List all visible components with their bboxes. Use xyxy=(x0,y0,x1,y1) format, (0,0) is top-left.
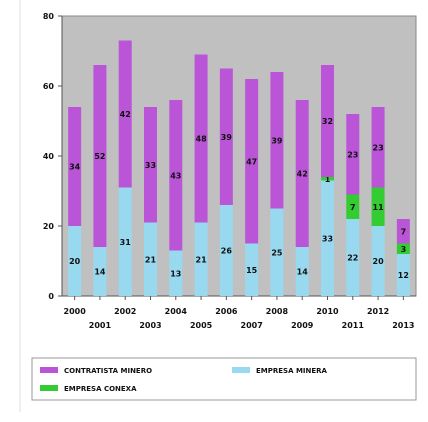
data-label: 34 xyxy=(69,163,81,172)
y-tick-label: 80 xyxy=(43,12,55,21)
bar-segment xyxy=(144,107,157,223)
data-label: 12 xyxy=(398,271,409,280)
bar-segment xyxy=(270,208,284,296)
data-label: 33 xyxy=(145,161,156,170)
data-label: 32 xyxy=(322,117,333,126)
legend-label-contratista-minero: CONTRATISTA MINERO xyxy=(64,367,152,375)
bar-segment xyxy=(68,226,82,296)
data-label: 42 xyxy=(297,170,308,179)
bar-segment xyxy=(270,72,284,209)
bar-segment xyxy=(295,247,309,296)
bar-segment xyxy=(169,250,183,296)
y-tick-label: 20 xyxy=(43,222,55,231)
x-tick-label: 2005 xyxy=(190,321,213,330)
bar-segment xyxy=(118,40,132,188)
plot-area xyxy=(61,15,417,297)
x-tick-label: 2000 xyxy=(64,307,87,316)
bar-segment xyxy=(118,187,132,296)
data-label: 48 xyxy=(196,135,208,144)
data-label: 23 xyxy=(347,150,358,159)
bar-segment xyxy=(321,180,334,296)
y-tick-label: 0 xyxy=(48,292,54,301)
bar-segment xyxy=(346,219,360,296)
data-label: 31 xyxy=(120,238,132,247)
x-tick-label: 2002 xyxy=(114,307,136,316)
x-tick-label: 2012 xyxy=(367,307,389,316)
data-label: 21 xyxy=(145,255,157,264)
legend-label-empresa-conexa: EMPRESA CONEXA xyxy=(64,385,137,393)
bar-segment xyxy=(68,107,82,226)
bar-segment xyxy=(93,65,107,247)
legend-swatch-empresa-conexa xyxy=(40,385,58,391)
bar-segment xyxy=(169,100,183,251)
bar-segment xyxy=(371,187,385,226)
bar-segment xyxy=(194,222,208,296)
data-label: 23 xyxy=(373,143,384,152)
data-label: 52 xyxy=(94,152,105,161)
data-label: 14 xyxy=(94,268,106,277)
bar-segment xyxy=(371,107,385,188)
data-label: 39 xyxy=(221,133,233,142)
data-label: 20 xyxy=(373,257,385,266)
legend-swatch-empresa-minera xyxy=(232,367,250,373)
bar-segment xyxy=(245,79,259,244)
data-label: 33 xyxy=(322,234,333,243)
x-tick-label: 2008 xyxy=(266,307,289,316)
bars-group: 2034145231422133134321482639154725391442… xyxy=(68,40,410,296)
data-label: 43 xyxy=(170,171,181,180)
data-label: 20 xyxy=(69,257,81,266)
bar-segment xyxy=(321,177,334,181)
data-label: 7 xyxy=(401,227,407,236)
legend-box xyxy=(31,357,417,401)
x-tick-label: 2010 xyxy=(316,307,339,316)
bar-segment xyxy=(245,243,259,296)
data-label: 7 xyxy=(350,203,356,212)
data-label: 13 xyxy=(170,269,181,278)
x-tick-label: 2006 xyxy=(215,307,238,316)
data-label: 22 xyxy=(347,254,358,263)
y-tick-label: 60 xyxy=(43,82,55,91)
data-label: 11 xyxy=(373,203,385,212)
data-label: 15 xyxy=(246,266,258,275)
legend-swatch-contratista-minero xyxy=(40,367,58,373)
x-tick-label: 2011 xyxy=(342,321,365,330)
x-tick-label: 2007 xyxy=(241,321,263,330)
data-label: 47 xyxy=(246,157,257,166)
x-tick-label: 2009 xyxy=(291,321,314,330)
x-tick-label: 2004 xyxy=(165,307,188,316)
data-label: 1 xyxy=(325,175,331,184)
bar-segment xyxy=(371,226,385,296)
bar-segment xyxy=(295,100,309,247)
bar-segment xyxy=(144,222,157,296)
bar-segment xyxy=(219,68,233,205)
x-tick-label: 2013 xyxy=(392,321,414,330)
legend: CONTRATISTA MINERO EMPRESA MINERA EMPRES… xyxy=(31,357,417,401)
x-tick-label: 2003 xyxy=(139,321,161,330)
data-label: 25 xyxy=(271,248,283,257)
data-label: 42 xyxy=(120,110,131,119)
bar-segment xyxy=(396,219,410,244)
bar-segment xyxy=(346,114,360,195)
bar-segment xyxy=(93,247,107,296)
x-tick-label: 2001 xyxy=(89,321,112,330)
data-label: 3 xyxy=(401,245,407,254)
data-label: 14 xyxy=(297,268,309,277)
bar-segment xyxy=(321,65,334,177)
y-tick-label: 40 xyxy=(43,152,55,161)
legend-label-empresa-minera: EMPRESA MINERA xyxy=(256,367,328,375)
bar-segment xyxy=(194,54,208,223)
bar-segment xyxy=(346,194,360,219)
y-axis-ticks: 0 20 40 60 80 xyxy=(43,12,62,301)
data-label: 26 xyxy=(221,247,233,256)
bar-segment xyxy=(396,243,410,254)
data-label: 21 xyxy=(196,255,208,264)
bar-segment xyxy=(396,254,410,296)
bar-segment xyxy=(219,205,233,296)
data-label: 39 xyxy=(271,136,283,145)
